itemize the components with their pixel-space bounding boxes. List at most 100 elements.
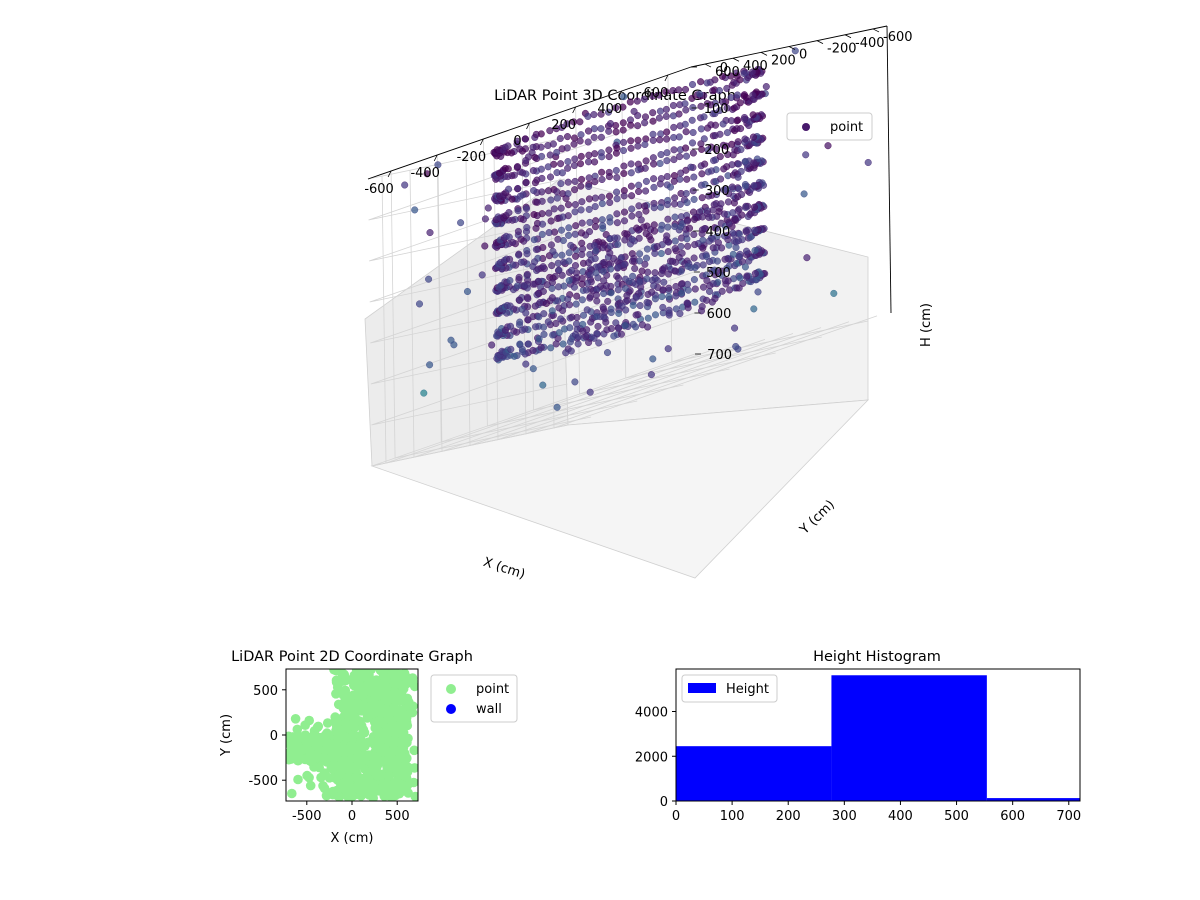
data-point-3d	[800, 190, 808, 198]
data-point-3d	[741, 115, 749, 123]
data-point-3d	[584, 138, 592, 146]
data-point-3d	[719, 141, 727, 149]
data-point-3d	[698, 194, 706, 202]
data-point-3d	[597, 110, 605, 118]
tick-label-x-histogram: 300	[832, 809, 857, 824]
data-point-3d	[593, 313, 601, 321]
data-point-3d	[658, 293, 666, 301]
data-point-3d	[718, 244, 726, 252]
data-point-3d	[677, 223, 685, 231]
data-point-3d	[672, 292, 680, 300]
data-point-2d	[319, 768, 330, 778]
data-point-3d	[628, 192, 636, 200]
data-point-3d	[719, 120, 727, 128]
data-point-3d	[677, 280, 685, 288]
data-point-3d	[719, 98, 727, 106]
data-point-3d	[570, 161, 578, 169]
tick-label-h-3d: 500	[706, 266, 731, 281]
data-point-3d	[703, 100, 711, 108]
data-point-3d	[542, 299, 550, 307]
data-point-3d	[640, 95, 648, 103]
data-point-3d	[665, 284, 673, 292]
data-point-2d	[362, 767, 373, 777]
data-point-3d	[598, 168, 606, 176]
data-point-3d	[691, 298, 699, 306]
data-point-3d	[650, 183, 658, 191]
data-point-3d	[621, 236, 629, 244]
data-point-3d	[556, 134, 564, 142]
data-point-2d	[338, 686, 348, 696]
data-point-3d	[671, 200, 679, 208]
data-point-3d	[557, 180, 565, 188]
data-point-3d	[579, 327, 587, 335]
data-point-2d	[370, 723, 381, 733]
data-point-2d	[303, 738, 314, 748]
data-point-3d	[638, 267, 646, 275]
data-point-3d	[545, 229, 553, 237]
data-point-2d	[360, 741, 370, 751]
data-point-3d	[735, 205, 743, 213]
data-point-3d	[607, 265, 615, 273]
data-point-3d	[643, 245, 651, 253]
data-point-3d	[557, 204, 565, 212]
data-point-3d	[628, 205, 636, 213]
data-point-3d	[700, 113, 708, 121]
data-point-3d	[762, 83, 770, 91]
data-point-3d	[590, 111, 598, 119]
tick-y-3d	[760, 51, 768, 56]
data-point-3d	[557, 160, 565, 168]
data-point-3d	[518, 345, 526, 353]
data-point-2d	[402, 737, 412, 748]
data-point-3d	[515, 250, 523, 258]
tick-label-y-3d: -200	[827, 42, 857, 57]
data-point-3d	[651, 227, 659, 235]
data-point-3d	[582, 333, 590, 341]
data-point-3d	[531, 302, 539, 310]
data-point-2d	[375, 716, 386, 726]
data-point-3d	[577, 152, 585, 160]
tick-label-x-3d: -400	[410, 166, 440, 181]
data-point-3d	[605, 173, 613, 181]
data-point-3d	[585, 127, 593, 135]
data-point-2d	[388, 690, 398, 700]
data-point-3d	[517, 258, 525, 266]
data-point-3d	[595, 339, 603, 347]
data-point-3d	[633, 97, 641, 105]
data-point-3d	[587, 318, 595, 326]
tick-label-x-histogram: 0	[672, 809, 680, 824]
data-point-2d	[293, 774, 303, 785]
data-point-3d	[566, 301, 574, 309]
data-point-3d	[716, 153, 724, 161]
data-point-3d	[704, 124, 712, 132]
data-point-3d	[684, 299, 692, 307]
data-point-2d	[292, 724, 303, 735]
tick-x-3d	[664, 74, 669, 82]
data-point-3d	[572, 277, 580, 285]
data-point-3d	[636, 257, 644, 265]
data-point-3d	[705, 213, 713, 221]
data-point-3d	[597, 125, 605, 133]
data-point-3d	[606, 249, 614, 257]
data-point-3d	[670, 133, 678, 141]
data-point-3d	[585, 195, 593, 203]
data-point-3d	[612, 166, 620, 174]
data-point-3d	[607, 289, 615, 297]
data-point-3d	[504, 165, 512, 173]
data-point-3d	[696, 90, 704, 98]
data-point-3d	[731, 324, 739, 332]
data-point-3d	[641, 119, 649, 127]
data-point-2d	[321, 757, 332, 767]
data-point-3d	[676, 200, 684, 208]
data-point-2d	[352, 698, 363, 708]
data-point-3d	[699, 213, 707, 221]
data-point-2d	[334, 792, 345, 801]
data-point-3d	[606, 198, 614, 206]
data-point-3d	[605, 108, 613, 116]
data-point-2d	[329, 669, 339, 675]
data-point-3d	[578, 296, 586, 304]
data-point-3d	[620, 261, 628, 269]
data-point-3d	[665, 270, 673, 278]
tick-label-y-histogram: 0	[660, 795, 668, 810]
tick-x-3d	[387, 170, 392, 178]
data-point-3d	[571, 230, 579, 238]
